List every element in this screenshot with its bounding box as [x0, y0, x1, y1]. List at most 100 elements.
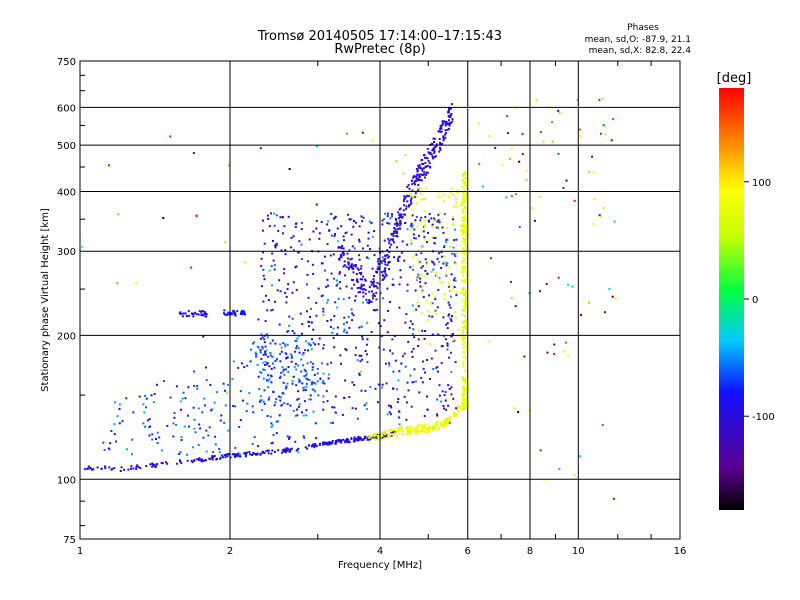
data-point [430, 357, 433, 360]
data-point [272, 362, 275, 365]
data-point [373, 275, 375, 277]
data-point [459, 408, 462, 411]
data-point [387, 404, 390, 407]
data-point [386, 331, 389, 334]
data-point [425, 241, 428, 243]
data-point [187, 425, 190, 428]
data-point [463, 222, 466, 225]
data-point [604, 125, 607, 128]
data-point [421, 289, 424, 292]
data-point [380, 438, 383, 441]
data-point [391, 239, 394, 242]
data-point [446, 327, 449, 330]
data-point [428, 294, 431, 297]
data-point [362, 438, 365, 441]
data-point [441, 345, 444, 348]
data-point [396, 430, 399, 432]
data-point [417, 164, 420, 167]
data-point [440, 267, 443, 269]
data-point [347, 261, 350, 264]
data-point [333, 216, 336, 219]
data-point [196, 387, 199, 390]
data-point [416, 426, 419, 429]
data-point [326, 320, 329, 322]
data-point [292, 235, 295, 238]
data-point [342, 252, 345, 255]
data-point [257, 318, 260, 321]
data-point [447, 384, 450, 387]
data-point [399, 269, 402, 272]
data-point [224, 404, 227, 407]
data-point [346, 257, 349, 260]
data-point [358, 254, 361, 257]
data-point [447, 195, 450, 198]
data-point [353, 438, 356, 441]
data-point [448, 304, 451, 307]
data-point [176, 462, 179, 465]
data-point [461, 309, 464, 312]
data-point [342, 323, 345, 325]
data-point [466, 332, 469, 335]
data-point [400, 251, 403, 254]
data-point [310, 307, 312, 310]
data-point [386, 253, 389, 256]
data-point [155, 438, 157, 440]
data-point [103, 448, 106, 451]
data-point [314, 343, 316, 346]
data-point [482, 185, 484, 188]
data-point [396, 235, 399, 238]
data-point [389, 349, 391, 352]
data-point [227, 429, 230, 432]
data-point [314, 444, 317, 447]
data-point [421, 360, 424, 363]
data-point [464, 307, 467, 310]
data-point [205, 315, 208, 318]
data-point [400, 426, 403, 429]
data-point [358, 258, 361, 261]
data-point [438, 394, 441, 397]
y-tick-label: 500 [57, 141, 76, 152]
data-point [433, 137, 436, 140]
data-point [246, 402, 249, 405]
data-point [466, 322, 469, 324]
data-point [389, 300, 391, 303]
data-point [478, 163, 481, 165]
data-point [336, 227, 339, 230]
data-point [423, 171, 426, 174]
data-point [318, 444, 321, 446]
data-point [307, 342, 310, 345]
data-point [395, 160, 398, 163]
data-point [287, 215, 290, 218]
data-point [427, 151, 430, 154]
data-point [271, 449, 274, 452]
data-point [186, 453, 189, 456]
data-point [223, 454, 226, 457]
data-point [438, 260, 441, 263]
data-point [358, 372, 361, 375]
data-point [466, 231, 469, 234]
data-point [234, 453, 237, 456]
data-point [330, 272, 333, 275]
data-point [442, 231, 445, 234]
data-point [295, 368, 298, 371]
data-point [281, 403, 283, 406]
data-point [397, 432, 400, 435]
data-point [463, 294, 466, 297]
data-point [449, 245, 452, 248]
data-point [297, 451, 300, 454]
data-point [464, 226, 467, 229]
data-point [464, 402, 467, 405]
data-point [284, 345, 287, 348]
data-point [384, 272, 387, 275]
data-point [248, 451, 251, 453]
data-point [388, 222, 391, 225]
data-point [211, 408, 214, 411]
data-point [436, 413, 438, 416]
data-point [465, 271, 468, 273]
data-point [421, 428, 424, 431]
data-point [291, 291, 294, 294]
data-point [464, 298, 467, 301]
data-point [109, 442, 112, 445]
data-point [152, 401, 155, 404]
data-point [327, 377, 330, 380]
